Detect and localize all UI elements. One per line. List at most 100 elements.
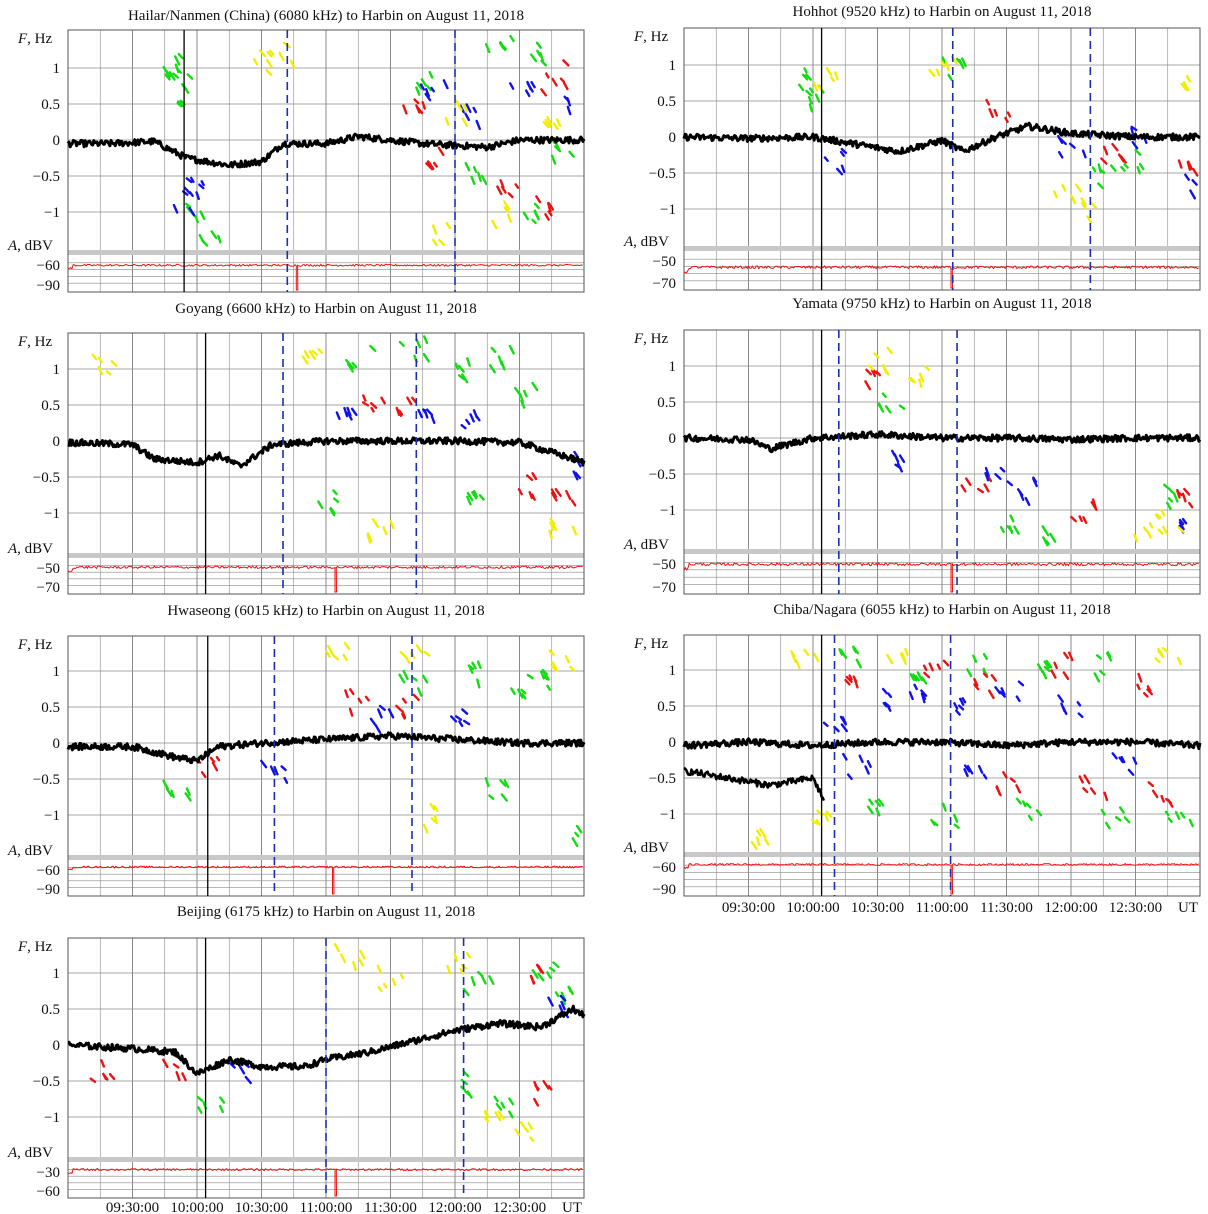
- mode-dash-red: [380, 396, 386, 405]
- mode-dash-green: [329, 506, 336, 515]
- mode-dash-green: [961, 57, 967, 68]
- mode-dash-green: [196, 1095, 204, 1102]
- mode-dash-blue: [1120, 755, 1126, 764]
- mode-dash-blue: [1184, 173, 1190, 181]
- doppler-tick-label: −0.5: [33, 1074, 60, 1090]
- mode-dash-green: [466, 495, 472, 506]
- time-tick-label: 10:30:00: [235, 1200, 288, 1214]
- mode-dash-yellow: [383, 982, 388, 989]
- mode-dash-blue: [573, 450, 580, 459]
- mode-dash-red: [1177, 159, 1183, 169]
- mode-dash-yellow: [289, 59, 296, 69]
- mode-dash-yellow: [333, 942, 340, 953]
- mode-dash-blue: [1060, 702, 1066, 713]
- amplitude-trace: [683, 862, 1200, 895]
- mode-dash-green: [420, 78, 428, 87]
- mode-dash-red: [982, 672, 989, 678]
- mode-dash-yellow: [491, 219, 498, 230]
- mode-dash-green: [476, 678, 481, 689]
- mode-dash-yellow: [755, 829, 762, 837]
- mode-dash-red: [507, 192, 514, 199]
- mode-dash-red: [923, 671, 931, 679]
- mode-dash-yellow: [901, 655, 907, 666]
- doppler-tick-label: 0.5: [657, 699, 676, 715]
- mode-dash-green: [165, 787, 173, 797]
- mode-dash-green: [493, 1095, 499, 1103]
- mode-dash-green: [1179, 811, 1186, 819]
- mode-dash-red: [1100, 157, 1108, 165]
- mode-dash-green: [801, 73, 809, 81]
- amplitude-separator: [684, 549, 1200, 554]
- panel-title: Beijing (6175 kHz) to Harbin on August 1…: [177, 904, 475, 920]
- mode-dash-blue: [1006, 480, 1014, 487]
- mode-dash-yellow: [1182, 81, 1190, 92]
- doppler-tick-label: 0: [53, 736, 61, 752]
- mode-dash-green: [464, 161, 471, 172]
- mode-dash-red: [211, 761, 219, 772]
- mode-dash-red: [562, 81, 569, 91]
- mode-dash-green: [1027, 814, 1033, 822]
- mode-dash-yellow: [1157, 647, 1164, 656]
- mode-dash-red: [395, 406, 401, 416]
- mode-dash-yellow: [444, 116, 450, 126]
- mode-dash-green: [1106, 651, 1112, 658]
- mode-dash-red: [1082, 787, 1089, 794]
- mode-dash-red: [535, 195, 542, 204]
- amplitude-axis-label: A, dBV: [7, 843, 53, 859]
- doppler-tick-label: 1: [669, 359, 677, 375]
- mode-dash-yellow: [1162, 525, 1169, 535]
- mode-dash-green: [914, 674, 921, 682]
- amplitude-separator: [684, 852, 1200, 857]
- mode-dash-red: [547, 1084, 553, 1091]
- mode-dash-blue: [822, 721, 829, 728]
- mode-dash-red: [540, 88, 548, 97]
- mode-dash-green: [219, 1096, 226, 1104]
- mode-dash-green: [881, 392, 887, 399]
- doppler-main-trace: [682, 737, 1202, 751]
- mode-dash-green: [1098, 167, 1106, 174]
- doppler-main-trace: [682, 121, 1201, 155]
- mode-dash-red: [973, 683, 980, 691]
- mode-dash-yellow: [105, 370, 112, 376]
- panel-5: Hwaseong (6015 kHz) to Harbin on August …: [7, 603, 586, 898]
- mode-dash-yellow: [908, 377, 915, 384]
- mode-dash-yellow: [423, 650, 431, 657]
- mode-dash-red: [1070, 515, 1077, 523]
- mode-dash-green: [488, 364, 496, 374]
- mode-dash-blue: [417, 408, 423, 419]
- mode-dash-red: [175, 1071, 181, 1082]
- mode-dash-yellow: [357, 957, 364, 967]
- mode-dash-red: [514, 183, 520, 189]
- doppler-tick-label: −1: [44, 506, 60, 522]
- mode-dash-yellow: [340, 953, 347, 964]
- mode-dash-blue: [961, 697, 967, 704]
- mode-dash-yellow: [523, 1126, 529, 1133]
- mode-dash-green: [421, 674, 429, 684]
- mode-dash-green: [1045, 539, 1050, 546]
- mode-dash-yellow: [342, 653, 348, 662]
- mode-dash-yellow: [764, 838, 770, 846]
- mode-dash-green: [176, 101, 183, 108]
- mode-dash-blue: [955, 709, 961, 716]
- mode-dash-green: [546, 971, 552, 980]
- mode-dash-blue: [560, 1000, 566, 1011]
- mode-dash-yellow: [940, 60, 946, 68]
- amplitude-axis-label: A, dBV: [623, 234, 669, 250]
- mode-dash-blue: [840, 164, 846, 174]
- mode-dash-green: [346, 362, 354, 373]
- mode-dash-blue: [526, 82, 534, 93]
- mode-dash-blue: [1068, 142, 1076, 149]
- mode-dash-yellow: [514, 1128, 520, 1136]
- mode-dash-yellow: [343, 641, 351, 651]
- mode-dash-green: [1097, 182, 1105, 190]
- panel-3: Goyang (6600 kHz) to Harbin on August 11…: [7, 301, 586, 596]
- doppler-tick-label: 1: [669, 663, 677, 679]
- mode-dash-green: [514, 386, 521, 396]
- mode-dash-green: [175, 66, 183, 74]
- mode-dash-red: [570, 499, 577, 507]
- mode-dash-yellow: [759, 828, 767, 839]
- mode-dash-blue: [842, 752, 848, 761]
- mode-dash-yellow: [433, 804, 439, 812]
- mode-dash-green: [165, 69, 171, 78]
- mode-dash-green: [838, 648, 844, 656]
